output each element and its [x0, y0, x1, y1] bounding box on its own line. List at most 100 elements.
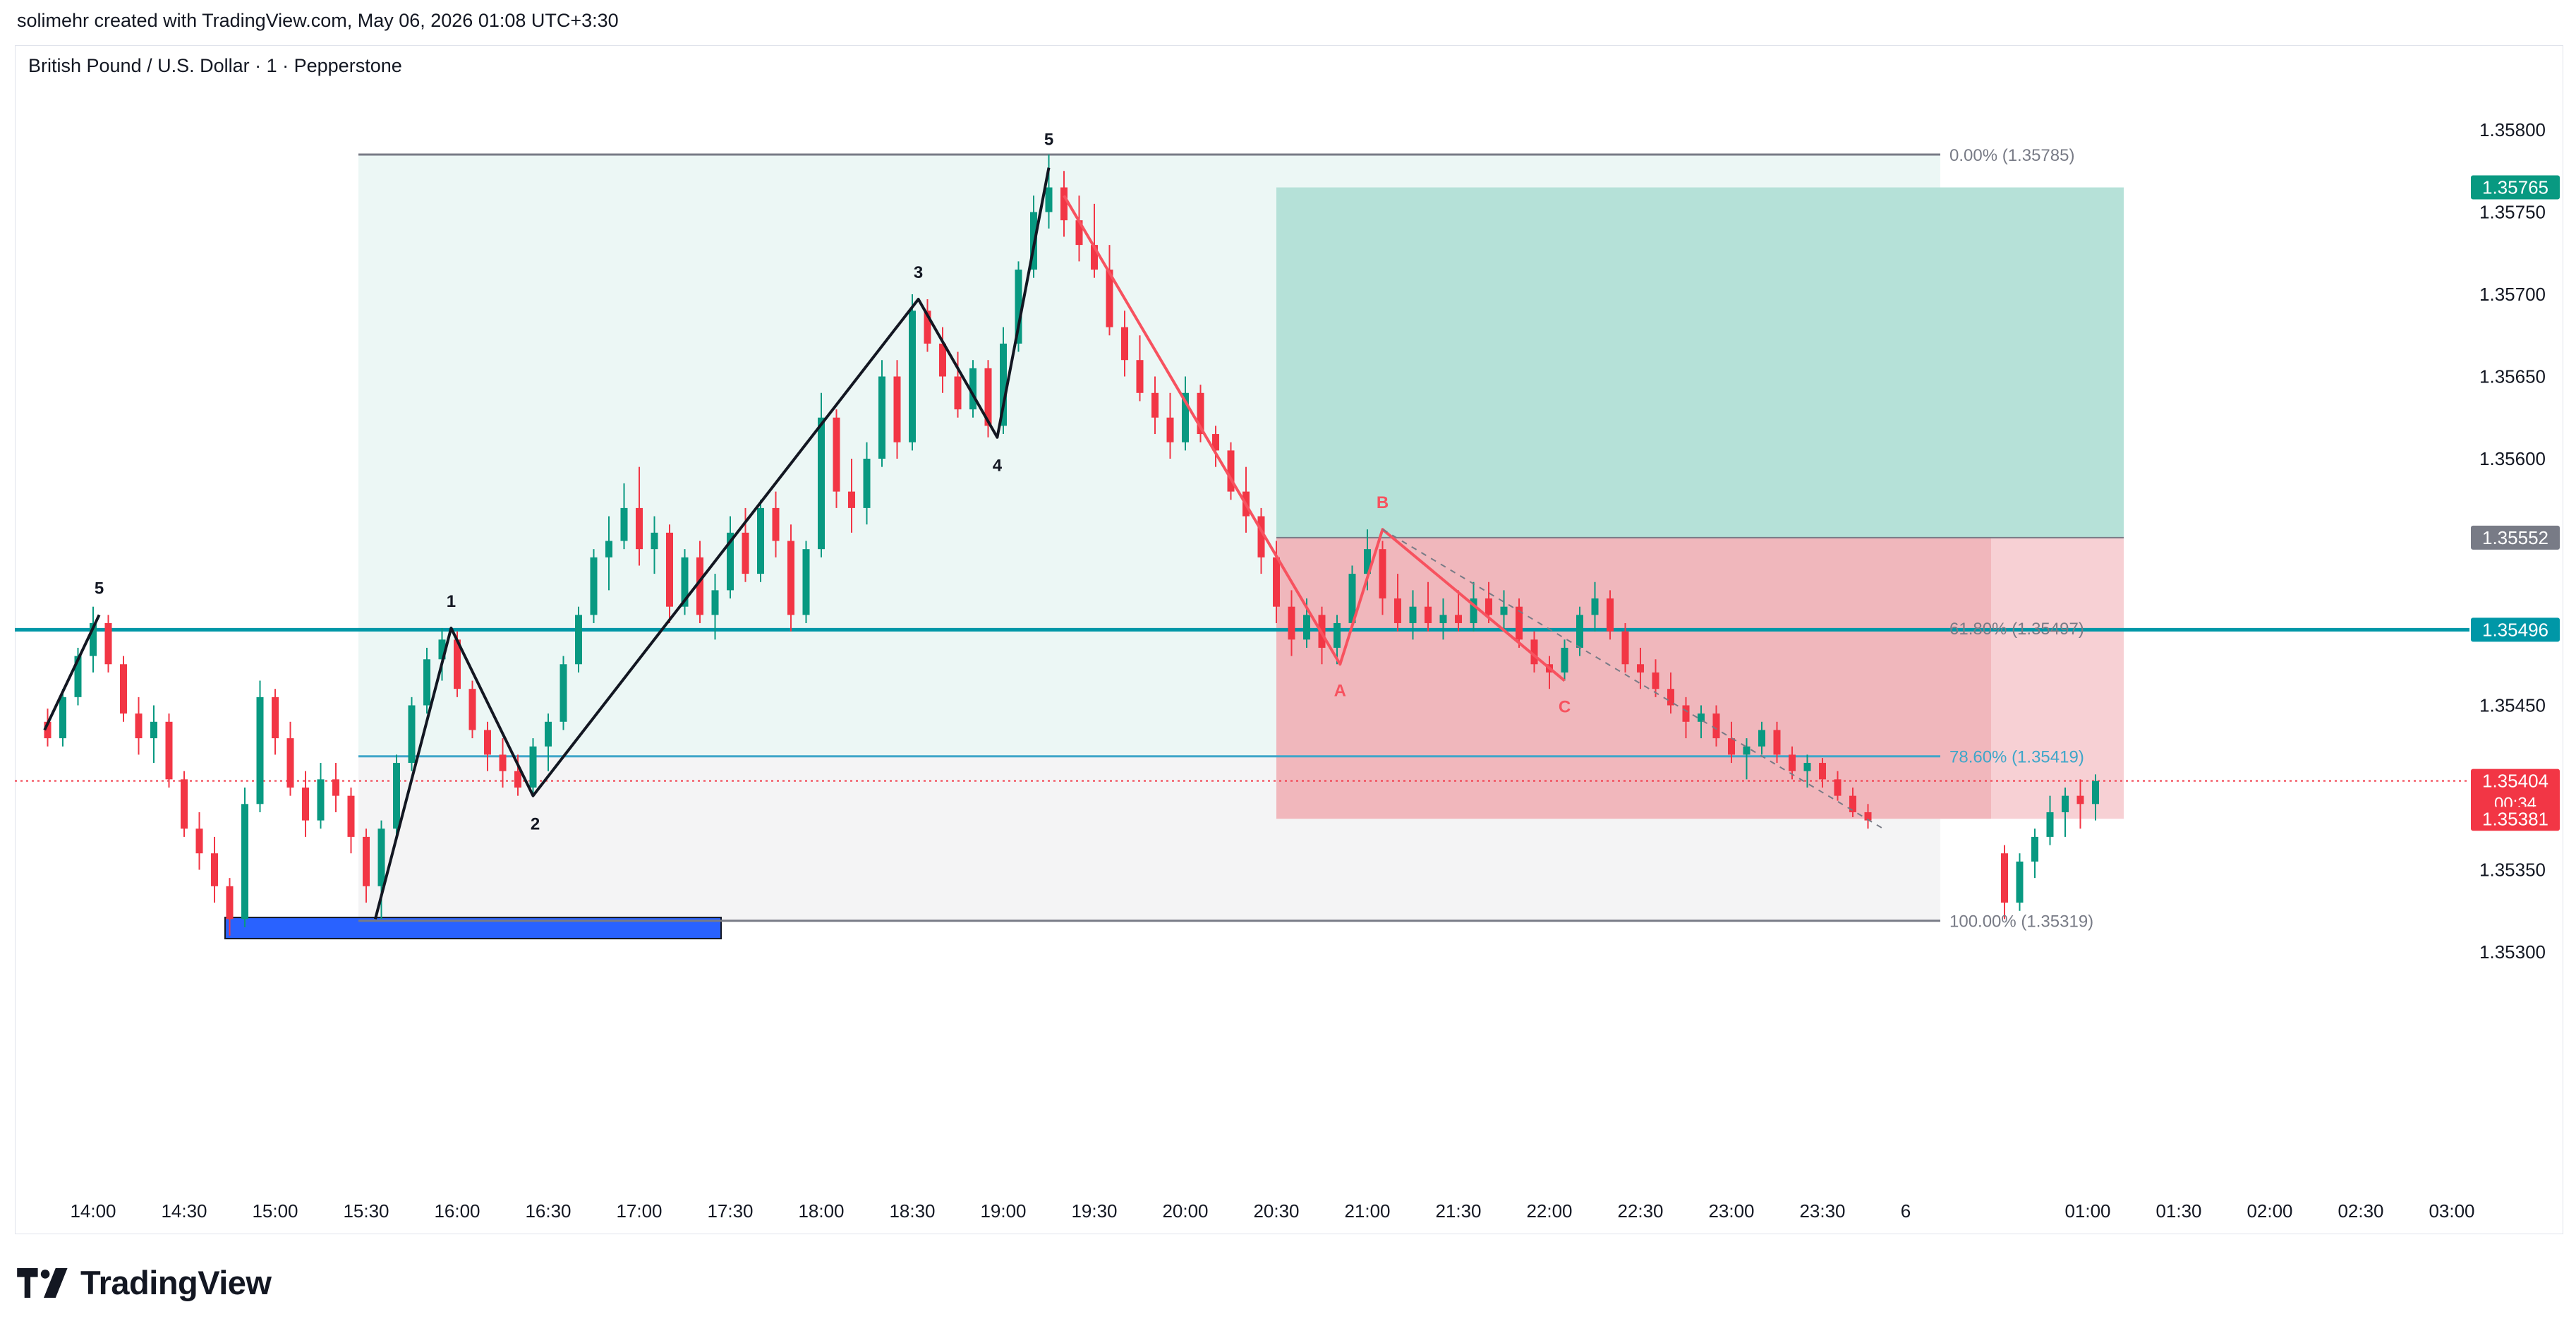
candle-body [302, 788, 309, 821]
y-tick-label: 1.35750 [2479, 202, 2546, 223]
y-tick-label: 1.35600 [2479, 448, 2546, 469]
price-badge-label: 1.35765 [2482, 177, 2548, 198]
x-tick-label: 19:00 [980, 1200, 1026, 1222]
candle-body [211, 853, 218, 886]
candle-body [939, 343, 946, 377]
candle-body [1151, 392, 1159, 418]
abc-wave-line [1063, 195, 1566, 682]
candle-body [1576, 615, 1583, 648]
wave-label: 5 [95, 579, 104, 598]
candle-body [363, 836, 370, 886]
x-tick-label: 14:30 [161, 1200, 207, 1222]
candle-body [545, 721, 552, 747]
wave-label: 3 [914, 263, 923, 282]
x-tick-label: 22:00 [1526, 1200, 1572, 1222]
x-tick-label: 01:30 [2155, 1200, 2201, 1222]
candle-body [757, 507, 764, 574]
symbol-title[interactable]: British Pound / U.S. Dollar · 1 · Pepper… [28, 55, 402, 76]
candle-body [1379, 549, 1386, 599]
candle-body [560, 664, 567, 722]
price-badge [2471, 769, 2560, 814]
candle-body [286, 738, 294, 788]
channel-dashed-line [1381, 529, 1884, 830]
candle-body [681, 557, 689, 607]
candle-body [590, 557, 598, 615]
candle-body [226, 886, 234, 920]
candle-body [150, 721, 157, 739]
candle-body [984, 368, 992, 426]
candle-body [195, 828, 203, 854]
candle-body [499, 754, 507, 771]
tradingview-logo-icon [17, 1267, 68, 1298]
x-tick-label: 16:00 [434, 1200, 480, 1222]
candle-body [1182, 392, 1189, 442]
abc-wave-label: B [1377, 493, 1389, 512]
candle-body [514, 771, 521, 788]
candle-body [2062, 795, 2069, 812]
labels-layer: 0.00% (1.35785) 61.80% (1.35497) 78.60% (1… [95, 131, 2093, 932]
price-badge [2471, 617, 2560, 642]
candle-body [863, 459, 871, 508]
fib-level-label: 61.80% (1.35497) [1949, 620, 2084, 639]
x-tick-label: 17:00 [616, 1200, 662, 1222]
candle-body [423, 659, 430, 706]
candle-body [1607, 598, 1614, 632]
x-tick-label: 20:30 [1253, 1200, 1299, 1222]
candle-body [1439, 615, 1447, 623]
candle-body [1516, 606, 1523, 640]
wave-label: 5 [1044, 131, 1053, 150]
x-tick-label: 02:00 [2247, 1200, 2292, 1222]
loss-zone-extension [1991, 537, 2124, 819]
price-badge-label: 1.35552 [2482, 527, 2548, 548]
candle-body [529, 746, 537, 788]
levels-layer [15, 153, 2469, 922]
candle-body [1197, 392, 1204, 435]
candle-body [636, 507, 643, 550]
candle-body [1530, 639, 1538, 665]
candle-body [135, 713, 143, 739]
candle-body [1303, 615, 1310, 640]
price-badge-label: 1.35496 [2482, 619, 2548, 640]
x-tick-label: 01:00 [2064, 1200, 2110, 1222]
candle-body [2046, 812, 2054, 837]
candle-body [787, 541, 794, 615]
candle-body [165, 721, 173, 780]
candle-body [848, 491, 855, 508]
candle-body [1591, 598, 1599, 615]
candle-body [332, 779, 339, 796]
candle-body [1621, 631, 1629, 665]
fib-level-label: 78.60% (1.35419) [1949, 748, 2084, 767]
x-tick-label: 03:00 [2429, 1200, 2474, 1222]
candle-body [241, 804, 248, 920]
x-tick-label: 6 [1901, 1200, 1911, 1222]
candle-body [924, 311, 931, 344]
tradingview-logo[interactable]: TradingView [17, 1263, 272, 1302]
candle-body [696, 557, 703, 615]
candle-body [1667, 689, 1674, 706]
waves-layer [43, 167, 1884, 920]
candle-body [1849, 795, 1856, 812]
y-tick-label: 1.35450 [2479, 695, 2546, 716]
impulse-wave-line [373, 167, 1051, 920]
wave-label: 2 [531, 815, 540, 834]
wave-label: 4 [993, 457, 1003, 476]
candle-body [620, 507, 628, 541]
candle-body [181, 779, 188, 829]
candle-body [1288, 606, 1295, 640]
abc-wave-label: A [1334, 681, 1346, 700]
candle-body [742, 532, 749, 574]
candle-body [893, 376, 901, 442]
axis-layer: 14:00 14:30 15:00 15:30 16:00 16:30 17:00 17:30… [70, 119, 2560, 1222]
candle-body [833, 417, 840, 492]
prior-wave-line [43, 614, 101, 731]
candle-body [1015, 270, 1022, 344]
candle-body [1637, 664, 1644, 673]
candle-body [2076, 795, 2084, 804]
loss-zone [1276, 537, 1991, 819]
candle-body [1075, 220, 1083, 246]
candle-body [1045, 187, 1053, 212]
candle-body [1394, 598, 1401, 623]
price-badge [2471, 175, 2560, 200]
chart-pane[interactable] [15, 45, 2563, 1234]
